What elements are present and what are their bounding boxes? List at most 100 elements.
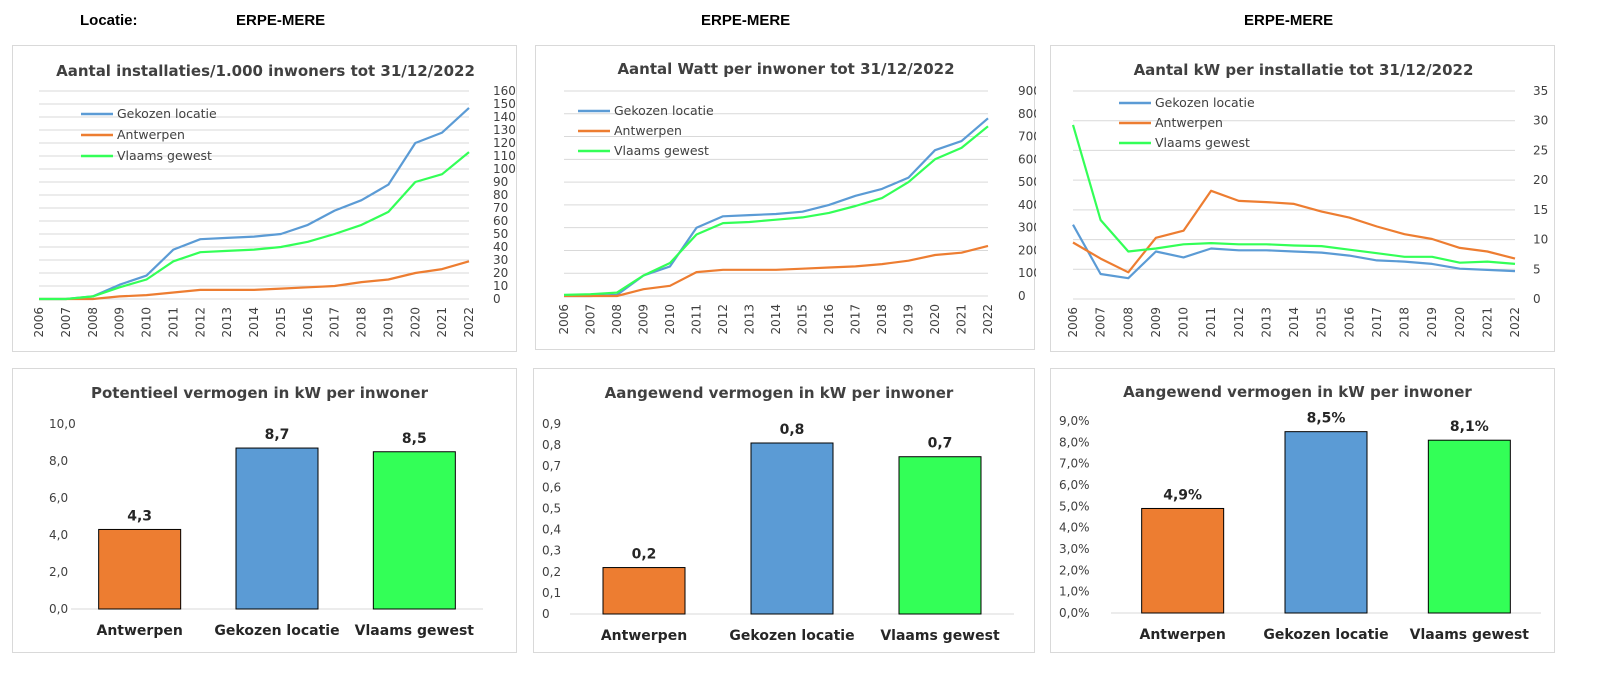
x-tick-label: 2019 bbox=[381, 307, 395, 338]
x-tick-label: 2013 bbox=[1259, 307, 1273, 338]
chart-aangewend-vermogen-kw: Aangewend vermogen in kW per inwoner 0 0,1… bbox=[533, 368, 1035, 653]
x-tick-label: 2020 bbox=[928, 304, 942, 335]
y-tick-label: 20 bbox=[493, 266, 508, 280]
y-tick-label: 0,8 bbox=[542, 438, 561, 452]
x-tick-label: 2012 bbox=[716, 304, 730, 335]
y-tick-label: 100 bbox=[1018, 266, 1036, 280]
y-tick-label: 600 bbox=[1018, 152, 1036, 166]
y-tick-label: 1,0% bbox=[1059, 585, 1090, 599]
y-tick-label: 0,6 bbox=[542, 480, 561, 494]
y-tick-label: 10 bbox=[493, 279, 508, 293]
bar-value-label: 0,7 bbox=[928, 436, 953, 452]
x-tick-label: 2011 bbox=[166, 307, 180, 338]
chart-title: Aangewend vermogen in kW per inwoner bbox=[1123, 383, 1472, 401]
x-tick-label: 2006 bbox=[32, 307, 46, 338]
x-tick-label: 2017 bbox=[1370, 307, 1384, 338]
category-label: Vlaams gewest bbox=[355, 623, 475, 639]
x-tick-label: 2020 bbox=[408, 307, 422, 338]
location-name-3: ERPE-MERE bbox=[1244, 12, 1334, 29]
y-tick-label: 4,0 bbox=[49, 528, 68, 542]
x-tick-label: 2006 bbox=[1066, 307, 1080, 338]
line-chart-watt: Aantal Watt per inwoner tot 31/12/2022 0 1… bbox=[557, 60, 1036, 335]
x-tick-label: 2019 bbox=[1425, 307, 1439, 338]
y-tick-label: 8,0% bbox=[1059, 435, 1090, 449]
location-name-1: ERPE-MERE bbox=[236, 12, 326, 29]
legend-label: Vlaams gewest bbox=[1155, 135, 1250, 150]
y-tick-label: 90 bbox=[493, 175, 508, 189]
y-tick-label: 200 bbox=[1018, 243, 1036, 257]
bar-value-label: 8,1% bbox=[1450, 419, 1489, 435]
y-tick-label: 10,0 bbox=[49, 417, 76, 431]
bar-antwerpen bbox=[98, 528, 182, 610]
y-tick-label: 5,0% bbox=[1059, 499, 1090, 513]
series-line-gekozen bbox=[1072, 224, 1516, 280]
y-tick-label: 6,0 bbox=[49, 491, 68, 505]
location-label: Locatie: bbox=[80, 12, 138, 29]
y-tick-label: 3,0% bbox=[1059, 542, 1090, 556]
bar-value-label: 4,9% bbox=[1163, 487, 1202, 503]
legend-label: Antwerpen bbox=[614, 123, 682, 138]
category-label: Vlaams gewest bbox=[880, 628, 1000, 644]
x-tick-label: 2014 bbox=[769, 304, 783, 335]
y-tick-label: 0,7 bbox=[542, 459, 561, 473]
y-tick-label: 800 bbox=[1018, 107, 1036, 121]
y-tick-label: 0 bbox=[1533, 292, 1541, 306]
y-tick-label: 0,1 bbox=[542, 586, 561, 600]
bar-vlaams bbox=[1427, 439, 1511, 614]
x-tick-label: 2007 bbox=[59, 307, 73, 338]
x-tick-label: 2013 bbox=[743, 304, 757, 335]
y-tick-label: 2,0 bbox=[49, 565, 68, 579]
y-tick-label: 700 bbox=[1018, 130, 1036, 144]
x-tick-label: 2009 bbox=[113, 307, 127, 338]
bar-value-label: 8,5% bbox=[1307, 411, 1346, 427]
x-tick-label: 2007 bbox=[584, 304, 598, 335]
line-chart-kw: Aantal kW per installatie tot 31/12/2022… bbox=[1066, 61, 1548, 338]
y-tick-label: 35 bbox=[1533, 84, 1548, 98]
legend-label: Antwerpen bbox=[117, 127, 185, 142]
x-tick-label: 2010 bbox=[1177, 307, 1191, 338]
y-tick-label: 0,0% bbox=[1059, 606, 1090, 620]
legend-label: Gekozen locatie bbox=[1155, 95, 1255, 110]
bar-vlaams bbox=[898, 456, 982, 615]
x-tick-label: 2014 bbox=[247, 307, 261, 338]
location-name-2: ERPE-MERE bbox=[701, 12, 791, 29]
x-tick-label: 2007 bbox=[1094, 307, 1108, 338]
y-tick-label: 30 bbox=[493, 253, 508, 267]
x-tick-label: 2011 bbox=[690, 304, 704, 335]
x-tick-label: 2013 bbox=[220, 307, 234, 338]
x-tick-label: 2011 bbox=[1204, 307, 1218, 338]
y-tick-label: 0,0 bbox=[49, 602, 68, 616]
y-tick-label: 20 bbox=[1533, 173, 1548, 187]
y-tick-label: 40 bbox=[493, 240, 508, 254]
x-tick-label: 2021 bbox=[955, 304, 969, 335]
x-tick-label: 2022 bbox=[462, 307, 476, 338]
bar-chart-potentieel: Potentieel vermogen in kW per inwoner 0,0… bbox=[49, 384, 483, 639]
chart-installaties-per-1000: Aantal installaties/1.000 inwoners tot 3… bbox=[12, 45, 517, 352]
bar-value-label: 0,2 bbox=[632, 547, 657, 563]
y-tick-label: 100 bbox=[493, 162, 516, 176]
series-line-gekozen bbox=[39, 107, 470, 301]
y-tick-label: 0,3 bbox=[542, 544, 561, 558]
y-tick-label: 0,5 bbox=[542, 501, 561, 515]
y-tick-label: 0,2 bbox=[542, 565, 561, 579]
bar-chart-aangewend-kw: Aangewend vermogen in kW per inwoner 0 0,1… bbox=[542, 384, 1014, 644]
x-tick-label: 2008 bbox=[1121, 307, 1135, 338]
x-tick-label: 2016 bbox=[301, 307, 315, 338]
bar-gekozen bbox=[750, 442, 834, 615]
x-tick-label: 2022 bbox=[981, 304, 995, 335]
category-label: Vlaams gewest bbox=[1410, 627, 1530, 643]
x-tick-label: 2010 bbox=[140, 307, 154, 338]
y-tick-label: 8,0 bbox=[49, 454, 68, 468]
x-tick-label: 2009 bbox=[1149, 307, 1163, 338]
chart-title: Aantal installaties/1.000 inwoners tot 3… bbox=[56, 62, 475, 80]
chart-title: Aangewend vermogen in kW per inwoner bbox=[605, 384, 954, 402]
bar-vlaams bbox=[372, 451, 456, 610]
y-tick-label: 120 bbox=[493, 136, 516, 150]
y-tick-label: 50 bbox=[493, 227, 508, 241]
bar-value-label: 8,7 bbox=[265, 427, 290, 443]
line-chart-installaties: Aantal installaties/1.000 inwoners tot 3… bbox=[32, 62, 516, 338]
y-tick-label: 60 bbox=[493, 214, 508, 228]
x-tick-label: 2012 bbox=[193, 307, 207, 338]
bar-chart-aangewend-pct: Aangewend vermogen in kW per inwoner 0,0%… bbox=[1059, 383, 1541, 643]
x-tick-label: 2014 bbox=[1287, 307, 1301, 338]
